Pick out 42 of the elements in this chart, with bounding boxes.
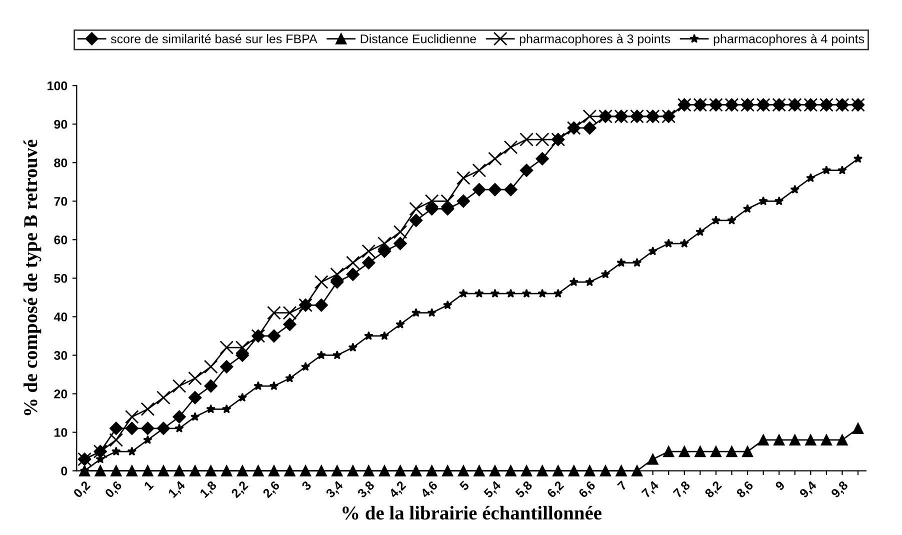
x-tick-label: 3,8 (356, 480, 376, 500)
y-tick-label: 30 (54, 351, 68, 360)
y-tick-label: 50 (54, 274, 68, 283)
x-tick-label: 8,6 (736, 480, 755, 500)
x-tick-label: 5,8 (514, 480, 534, 500)
x-tick-label: 9,8 (830, 480, 850, 500)
x-tick-label: 6,2 (546, 480, 566, 500)
x-tick-label: 1 (144, 480, 154, 491)
y-tick-label: 90 (54, 120, 68, 129)
y-tick-label: 60 (54, 235, 68, 244)
y-tick-label: 0 (61, 466, 68, 476)
x-tick-label: 7,8 (672, 480, 692, 500)
x-tick-label: 1,4 (168, 480, 187, 500)
x-tick-label: 0,6 (104, 480, 124, 500)
x-tick-label: 3 (301, 480, 312, 492)
y-tick-label: 100 (48, 81, 68, 90)
x-tick-label: 0,2 (72, 480, 92, 500)
x-tick-label: 9 (774, 480, 786, 491)
x-tick-label: 2,2 (230, 480, 250, 500)
x-tick-label: 4,6 (420, 480, 440, 500)
x-tick-label: 5 (459, 480, 470, 491)
x-tick-label: 7 (617, 480, 628, 491)
x-tick-label: 9,4 (798, 480, 818, 500)
legend-label: score de similarité basé sur les FBPA (110, 34, 318, 44)
x-tick-label: 2,6 (262, 480, 282, 500)
y-axis-title: % de composé de type B retrouvé (24, 140, 42, 416)
y-tick-label: 20 (54, 390, 68, 398)
x-tick-label: 4,2 (388, 480, 408, 500)
legend-label: pharmacophores à 4 points (714, 34, 864, 46)
y-tick-label: 40 (54, 312, 68, 322)
x-tick-label: 1,8 (199, 480, 218, 500)
x-tick-label: 3,4 (325, 480, 345, 500)
x-tick-label: 6,6 (578, 480, 598, 500)
y-tick-label: 10 (54, 428, 68, 437)
legend-label: pharmacophores à 3 points (520, 34, 670, 46)
y-tick-label: 70 (54, 196, 68, 206)
x-axis-title: % de la librairie échantillonnée (342, 506, 602, 520)
y-tick-label: 80 (54, 158, 68, 168)
legend-label: Distance Euclidienne (360, 34, 476, 44)
x-tick-label: 8,2 (704, 480, 724, 500)
x-tick-label: 7,4 (641, 480, 661, 500)
x-tick-label: 5,4 (483, 480, 503, 500)
